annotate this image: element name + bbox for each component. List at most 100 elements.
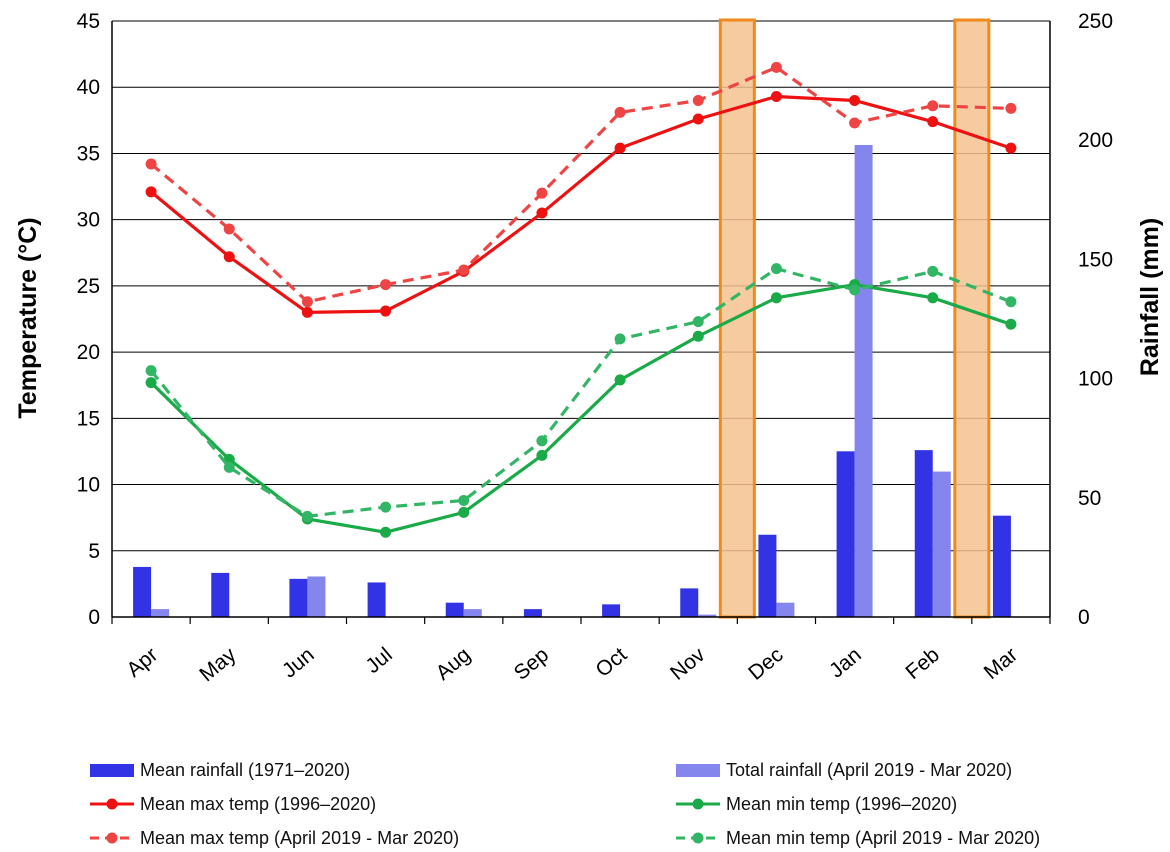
left-tick-label: 25 (77, 275, 100, 298)
total-rainfall-bar (151, 609, 170, 617)
data-point (770, 61, 782, 73)
data-point (536, 449, 548, 461)
right-tick-label: 250 (1078, 10, 1113, 33)
data-point (614, 374, 626, 386)
legend-entry: Mean max temp (April 2019 - Mar 2020) (140, 828, 459, 848)
data-point (692, 94, 704, 106)
data-point (145, 377, 157, 389)
mean-rainfall-bar (523, 609, 542, 617)
legend-swatch-marker (106, 798, 118, 810)
right-tick-label: 200 (1078, 129, 1113, 152)
total-rainfall-bar (463, 609, 482, 617)
data-point (380, 279, 392, 291)
left-tick-label: 30 (77, 209, 100, 232)
right-tick-label: 150 (1078, 248, 1113, 271)
data-point (1005, 318, 1017, 330)
data-point (614, 333, 626, 345)
x-tick-label: Oct (591, 643, 631, 682)
x-tick-label: Sep (510, 643, 553, 685)
data-point (1005, 142, 1017, 154)
data-point (849, 94, 861, 106)
gridlines (112, 20, 1050, 552)
series-line (150, 94, 1012, 314)
data-point (145, 186, 157, 198)
mean-rainfall-bar (914, 450, 933, 617)
data-point (927, 116, 939, 128)
data-point (614, 106, 626, 118)
left-tick-label: 20 (77, 341, 100, 364)
data-point (145, 365, 157, 377)
legend-swatch (90, 764, 134, 777)
legend-swatch-marker (106, 832, 118, 844)
total-rainfall-bar (854, 144, 873, 617)
data-point (301, 296, 313, 308)
left-tick-label: 40 (77, 76, 100, 99)
data-point (536, 207, 548, 219)
x-tick-label: Jul (361, 643, 396, 678)
mean-rainfall-bar (367, 582, 386, 617)
series-line (150, 65, 1011, 304)
left-tick-label: 35 (77, 142, 100, 165)
data-point (692, 316, 704, 328)
mean-rainfall-bar (680, 588, 699, 617)
data-point (145, 158, 157, 170)
data-point (1005, 296, 1017, 308)
legend-swatch-marker (692, 832, 704, 844)
total-rainfall-bar (698, 614, 717, 617)
data-point (849, 117, 861, 129)
mean-rainfall-bar (602, 604, 621, 617)
data-point (536, 435, 548, 447)
series-line (149, 282, 1012, 534)
left-tick-label: 0 (88, 606, 100, 629)
x-tick-label: Mar (980, 643, 1022, 684)
mean-rainfall-bar (289, 578, 308, 617)
right-tick-label: 100 (1078, 368, 1113, 391)
x-tick-label: May (195, 643, 241, 686)
total-rainfall-bar (776, 602, 795, 617)
mean-rainfall-bar (211, 572, 230, 617)
mean-rainfall-bar (836, 451, 855, 617)
legend-swatch-marker (692, 798, 704, 810)
data-point (458, 264, 470, 276)
data-point (692, 330, 704, 342)
temperature-lines (145, 61, 1017, 538)
data-point (770, 90, 782, 102)
data-point (380, 305, 392, 317)
highlight-band (718, 18, 756, 619)
data-point (1005, 102, 1017, 114)
total-rainfall-bar (307, 576, 326, 617)
data-point (223, 251, 235, 263)
data-point (458, 494, 470, 506)
data-point (927, 292, 939, 304)
total-rainfall-bar (932, 471, 951, 617)
left-tick-label: 15 (77, 407, 100, 430)
data-point (770, 292, 782, 304)
data-point (536, 187, 548, 199)
data-point (301, 306, 313, 318)
x-tick-label: Aug (432, 643, 475, 685)
right-axis-title: Rainfall (mm) (1136, 218, 1164, 376)
highlight-band (953, 18, 991, 619)
left-axis-title: Temperature (°C) (14, 217, 42, 418)
mean-rainfall-bar (992, 515, 1011, 617)
legend-entry: Mean max temp (1996–2020) (140, 794, 376, 814)
data-point (927, 100, 939, 112)
x-tick-label: Jan (825, 643, 866, 682)
data-point (380, 526, 392, 538)
x-tick-label: Feb (901, 643, 944, 684)
series-line (149, 266, 1012, 518)
legend-entry: Mean min temp (April 2019 - Mar 2020) (726, 828, 1040, 848)
data-point (614, 142, 626, 154)
mean-rainfall-bar (445, 602, 464, 617)
right-tick-label: 0 (1078, 606, 1090, 629)
data-point (380, 501, 392, 513)
data-point (927, 265, 939, 277)
data-point (692, 113, 704, 125)
right-tick-label: 50 (1078, 487, 1101, 510)
data-point (223, 223, 235, 235)
left-tick-label: 45 (77, 10, 100, 33)
legend: Mean rainfall (1971–2020) Total rainfall … (90, 760, 1040, 848)
x-tick-label: Nov (666, 643, 710, 685)
data-point (849, 284, 861, 296)
